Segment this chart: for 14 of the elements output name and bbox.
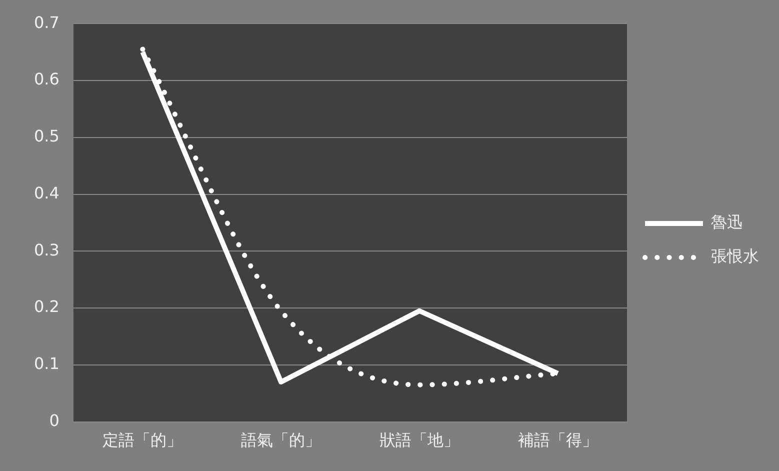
y-tick-label: 0 xyxy=(49,410,60,430)
y-tick-label: 0.5 xyxy=(34,126,60,146)
y-tick-label: 0.2 xyxy=(34,297,60,316)
y-tick-label: 0.6 xyxy=(34,70,60,89)
x-tick-label: 補語「得」 xyxy=(518,430,598,450)
x-tick-label: 狀語「地」 xyxy=(379,430,460,450)
x-tick-label: 定語「的」 xyxy=(102,430,183,450)
legend-label: 魯迅 xyxy=(711,212,743,232)
legend-label: 張恨水 xyxy=(711,246,759,266)
y-tick-label: 0.1 xyxy=(34,354,60,374)
y-tick-label: 0.4 xyxy=(34,183,60,202)
y-tick-label: 0.7 xyxy=(34,12,60,32)
y-tick-label: 0.3 xyxy=(34,240,60,260)
x-tick-label: 語氣「的」 xyxy=(241,430,322,450)
